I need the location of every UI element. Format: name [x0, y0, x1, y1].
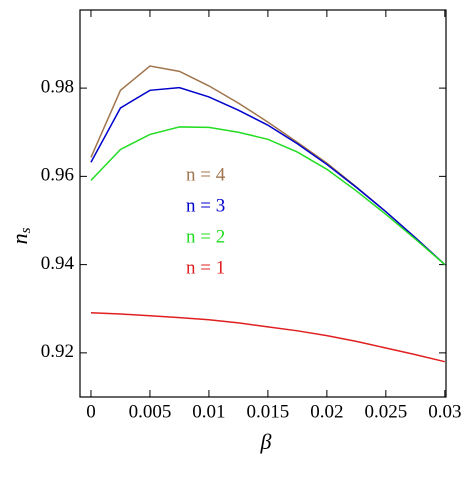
y-axis-label: ns — [7, 227, 34, 244]
x-tick-label: 0.02 — [310, 401, 343, 422]
x-tick-label: 0.03 — [428, 401, 461, 422]
x-tick-label: 0.025 — [364, 401, 407, 422]
legend-label: n = 4 — [186, 164, 226, 185]
legend-label: n = 1 — [186, 257, 225, 278]
x-tick-label: 0 — [86, 401, 96, 422]
legend-label: n = 3 — [186, 195, 225, 216]
y-tick-label: 0.92 — [41, 341, 74, 362]
plot-frame — [79, 9, 447, 398]
x-tick-label: 0.01 — [192, 401, 225, 422]
line-series — [90, 86, 446, 266]
y-tick-label: 0.98 — [41, 76, 74, 97]
legend-label: n = 2 — [186, 226, 225, 247]
line-series — [90, 126, 446, 266]
y-tick-label: 0.96 — [41, 165, 74, 186]
x-tick-label: 0.015 — [247, 401, 290, 422]
x-tick-label: 0.005 — [129, 401, 172, 422]
line-series — [90, 65, 446, 266]
y-tick-label: 0.94 — [41, 253, 75, 274]
y-axis-label-sub: s — [18, 227, 34, 233]
y-axis-label-base: n — [7, 233, 32, 244]
x-axis-label: β — [260, 429, 272, 454]
line-series — [90, 311, 445, 363]
